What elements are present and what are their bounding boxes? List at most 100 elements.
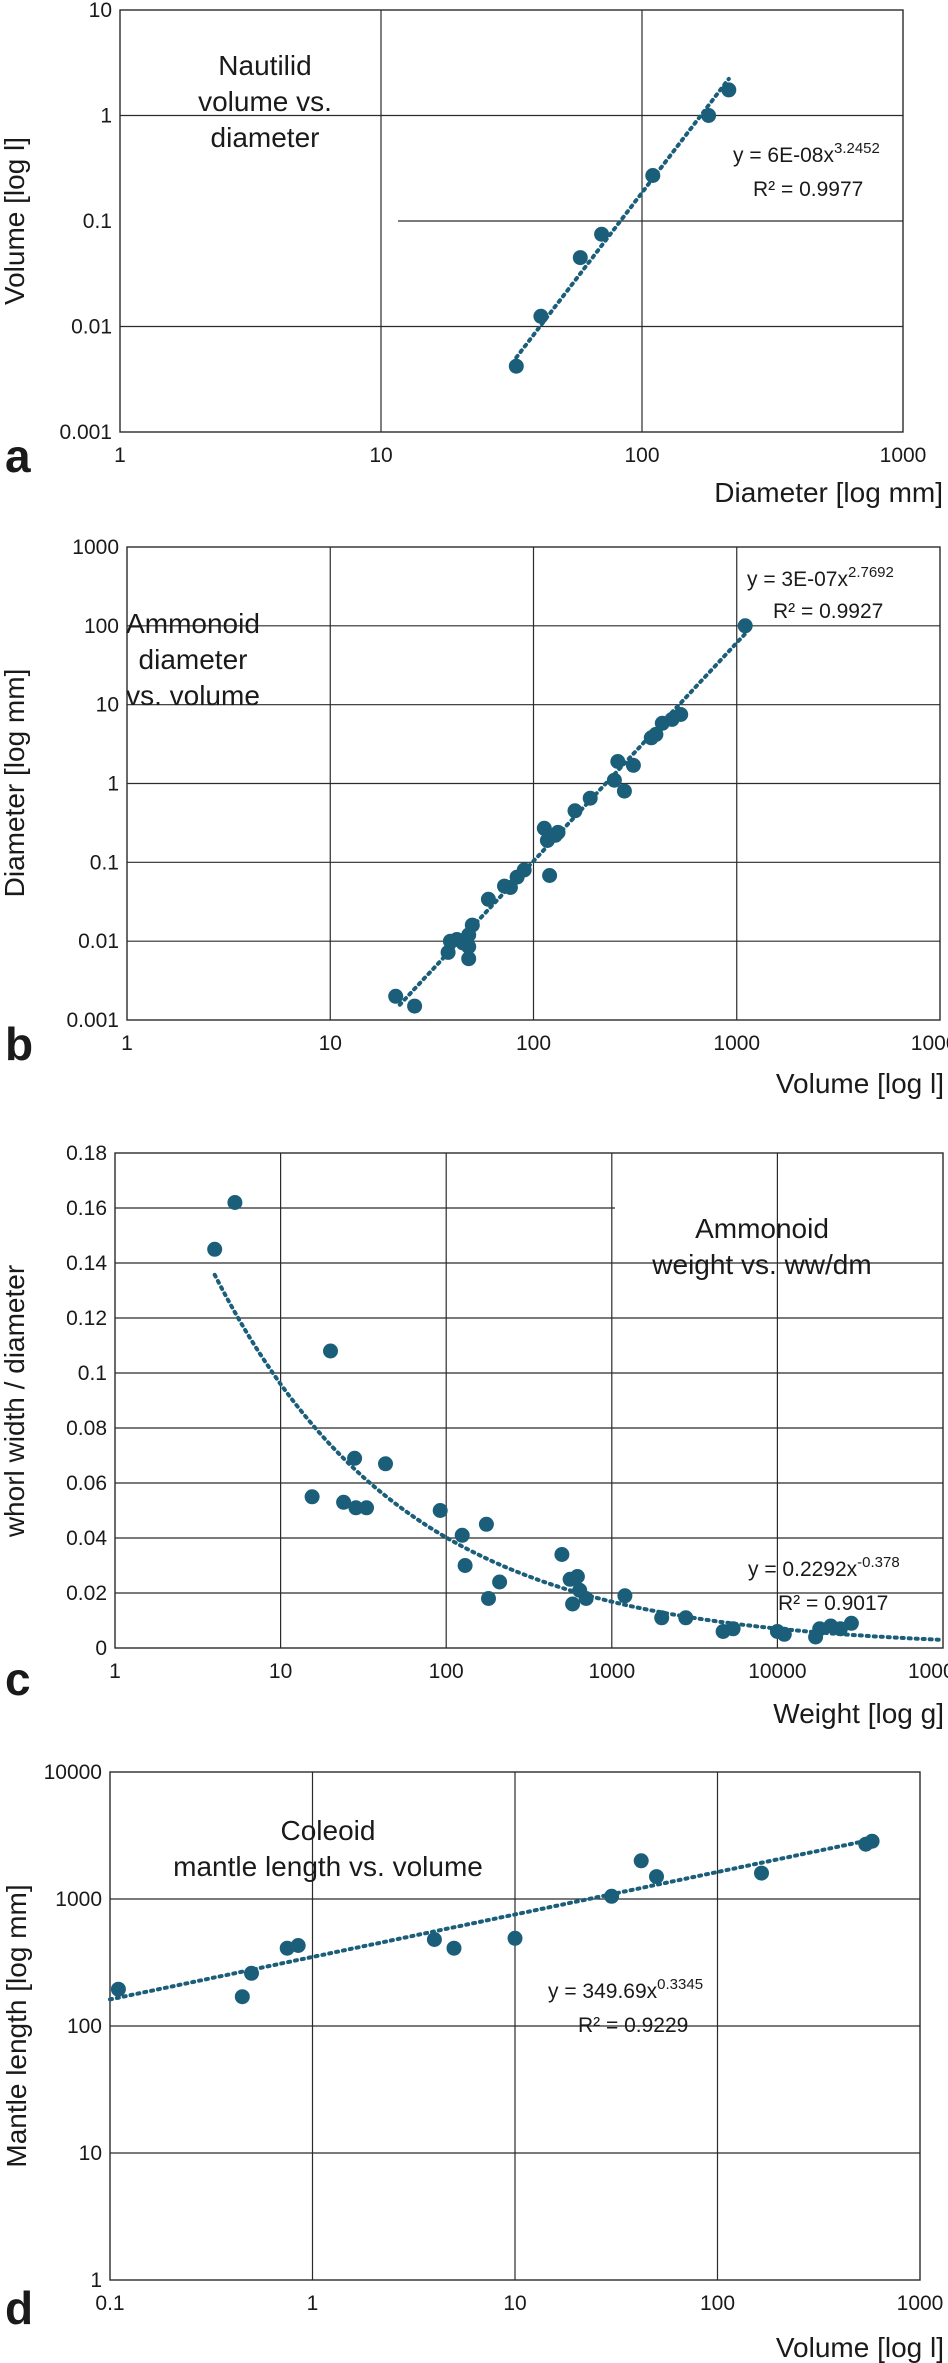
plot-frame: [126, 546, 941, 1021]
y-tick-label: 1: [100, 105, 112, 128]
data-point: [508, 358, 524, 374]
panel-letter: d: [5, 2282, 33, 2334]
x-axis-label: Volume [log l]: [776, 1068, 944, 1099]
x-tick-label: 1: [109, 1660, 121, 1683]
data-point: [461, 951, 477, 967]
plot-frame: [109, 1771, 921, 2281]
data-point: [481, 1591, 496, 1606]
equation-base: y = 349.69x: [548, 1980, 658, 2003]
data-point: [610, 754, 626, 769]
equation-base: y = 6E-08x: [733, 144, 834, 167]
y-tick-label: 0.01: [78, 930, 119, 953]
chart-title-line: weight vs. ww/dm: [651, 1249, 871, 1280]
chart-title-line: Coleoid: [281, 1815, 376, 1846]
y-tick-label: 0.1: [90, 851, 119, 874]
y-tick-label: 100: [84, 615, 119, 638]
r-squared: R² = 0.9977: [753, 178, 863, 201]
x-tick-label: 1: [121, 1032, 133, 1055]
plot-frame: [114, 1152, 944, 1649]
data-point: [582, 790, 598, 806]
panel-letter: a: [5, 430, 31, 482]
y-tick-label: 0.12: [66, 1307, 107, 1330]
data-point: [617, 1588, 633, 1604]
data-point: [776, 1626, 792, 1642]
y-tick-label: 0.14: [66, 1252, 107, 1275]
x-tick-label: 1000: [897, 2292, 944, 2315]
data-point: [461, 939, 477, 955]
data-point: [348, 1500, 364, 1516]
r-squared: R² = 0.9017: [778, 1592, 888, 1615]
data-point: [673, 707, 689, 722]
x-tick-label: 1000: [713, 1032, 760, 1055]
y-axis-label: Mantle length [log mm]: [1, 1884, 32, 2167]
y-tick-label: 1: [90, 2269, 102, 2292]
data-point: [864, 1833, 880, 1849]
y-tick-label: 0.1: [83, 210, 112, 233]
y-tick-label: 1: [107, 773, 119, 796]
data-point: [227, 1195, 243, 1210]
data-point: [234, 1989, 250, 2005]
data-point: [454, 1527, 470, 1543]
x-tick-label: 1: [307, 2292, 319, 2315]
chart-title-line: vs. volume: [126, 680, 260, 711]
data-point: [440, 944, 456, 960]
y-tick-label: 1000: [72, 536, 119, 559]
y-tick-label: 0.01: [71, 316, 112, 339]
trendline: [514, 76, 731, 360]
x-tick-label: 1000: [588, 1660, 635, 1683]
x-axis-label: Weight [log g]: [773, 1698, 944, 1729]
data-point: [432, 1503, 448, 1518]
r-squared: R² = 0.9927: [773, 600, 883, 623]
chart-panel-a: 1 10 100 1000 0.001 0.01 0.1 1 10 Nautilid volume …: [0, 0, 943, 508]
data-point: [359, 1500, 374, 1516]
chart-title-line: diameter: [211, 122, 320, 153]
data-point: [516, 862, 532, 878]
data-point: [536, 820, 552, 836]
data-point: [721, 82, 737, 98]
trendline-equation: y = 0.2292x-0.378: [748, 1554, 900, 1581]
x-tick-label: 100: [700, 2292, 735, 2315]
y-tick-label: 10: [96, 694, 119, 717]
data-point: [347, 1450, 363, 1466]
x-tick-label: 10000: [748, 1660, 806, 1683]
panel-letter: b: [5, 1018, 33, 1070]
data-point: [654, 1610, 670, 1626]
chart-title-line: Nautilid: [218, 50, 311, 81]
data-point: [725, 1621, 741, 1637]
equation-exponent: 2.7692: [848, 564, 894, 581]
x-tick-label: 1: [114, 444, 126, 467]
y-tick-label: 0.001: [66, 1009, 119, 1032]
x-axis-label: Volume [log l]: [776, 2332, 944, 2363]
data-point: [569, 1569, 585, 1584]
x-tick-label: 100000: [908, 1660, 948, 1683]
data-point: [701, 108, 717, 123]
y-tick-label: 100: [67, 2015, 102, 2038]
chart-title-line: diameter: [139, 644, 248, 675]
x-axis-label: Diameter [log mm]: [714, 477, 943, 508]
x-tick-label: 10: [369, 444, 392, 467]
chart-title-line: mantle length vs. volume: [173, 1851, 483, 1882]
data-point: [110, 1981, 126, 1997]
data-point: [407, 998, 423, 1014]
y-tick-label: 10: [79, 2142, 102, 2165]
data-point: [244, 1965, 259, 1981]
data-point: [567, 803, 583, 819]
data-point: [533, 308, 549, 324]
data-point: [754, 1865, 769, 1881]
data-point: [843, 1615, 859, 1631]
y-axis-label: Volume [log l]: [0, 137, 30, 305]
y-tick-label: 0: [95, 1637, 107, 1660]
equation-exponent: -0.378: [857, 1554, 900, 1571]
data-point: [565, 1596, 581, 1612]
data-point: [542, 868, 558, 883]
equation-exponent: 3.2452: [834, 140, 880, 157]
x-tick-label: 10: [503, 2292, 526, 2315]
trendline: [108, 1836, 878, 2002]
data-point: [478, 1516, 494, 1532]
x-tick-label: 100: [516, 1032, 551, 1055]
data-point: [336, 1494, 352, 1510]
x-tick-label: 10: [319, 1032, 342, 1055]
data-point: [304, 1489, 320, 1505]
y-tick-label: 0.18: [66, 1142, 107, 1165]
data-point: [678, 1610, 694, 1626]
